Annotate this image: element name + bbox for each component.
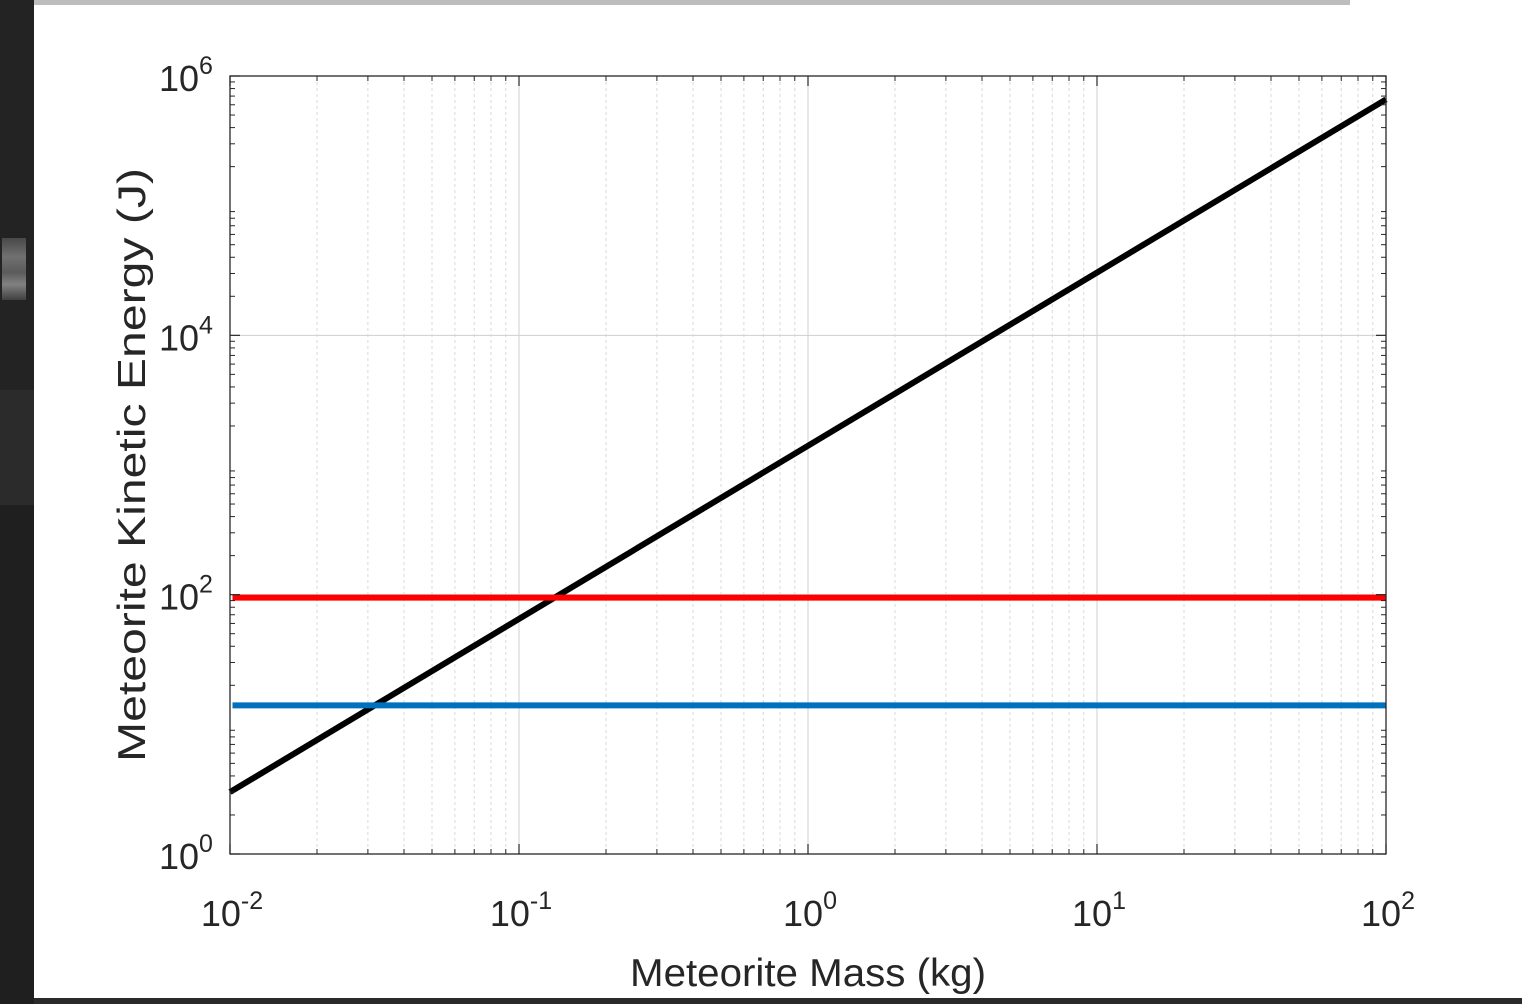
x-tick-label: 101 <box>1072 887 1126 934</box>
top-scrollbar-strip <box>34 0 1350 5</box>
bottom-window-edge <box>34 998 1522 1004</box>
blurred-thumbnail <box>2 238 26 300</box>
tick-exponent: 1 <box>1112 887 1126 915</box>
tick-base: 10 <box>1072 893 1112 934</box>
tick-base: 10 <box>159 577 199 618</box>
tick-exponent: 0 <box>823 887 837 915</box>
tick-exponent: 6 <box>199 52 213 80</box>
left-window-strip <box>0 0 34 1004</box>
tick-exponent: 4 <box>199 311 213 339</box>
series-layer <box>228 96 1388 795</box>
tick-base: 10 <box>159 58 199 99</box>
tick-exponent: -2 <box>241 887 263 915</box>
x-tick-label: 102 <box>1361 887 1415 934</box>
y-tick-label: 104 <box>159 311 213 358</box>
tick-base: 10 <box>159 836 199 877</box>
y-tick-label: 100 <box>159 830 213 877</box>
tick-exponent: 0 <box>199 830 213 858</box>
tick-exponent: 2 <box>1401 887 1415 915</box>
x-tick-label: 100 <box>783 887 837 934</box>
tick-base: 10 <box>159 317 199 358</box>
tick-exponent: -1 <box>530 887 552 915</box>
y-tick-label: 106 <box>159 52 213 99</box>
tick-base: 10 <box>490 893 530 934</box>
series-line-1 <box>228 96 1388 795</box>
x-axis-label: Meteorite Mass (kg) <box>630 952 986 995</box>
tick-base: 10 <box>201 893 241 934</box>
x-tick-label: 10-1 <box>490 887 552 934</box>
minor-grid <box>316 76 1374 854</box>
x-tick-label: 10-2 <box>201 887 263 934</box>
tick-exponent: 2 <box>199 571 213 599</box>
tick-marks <box>229 75 1387 855</box>
y-tick-label: 102 <box>159 571 213 618</box>
tick-base: 10 <box>1361 893 1401 934</box>
y-axis-label: Meteorite Kinetic Energy (J) <box>111 168 154 762</box>
x-tick-labels: 10-2 10-1 100 101 102 <box>201 887 1415 934</box>
tick-base: 10 <box>783 893 823 934</box>
